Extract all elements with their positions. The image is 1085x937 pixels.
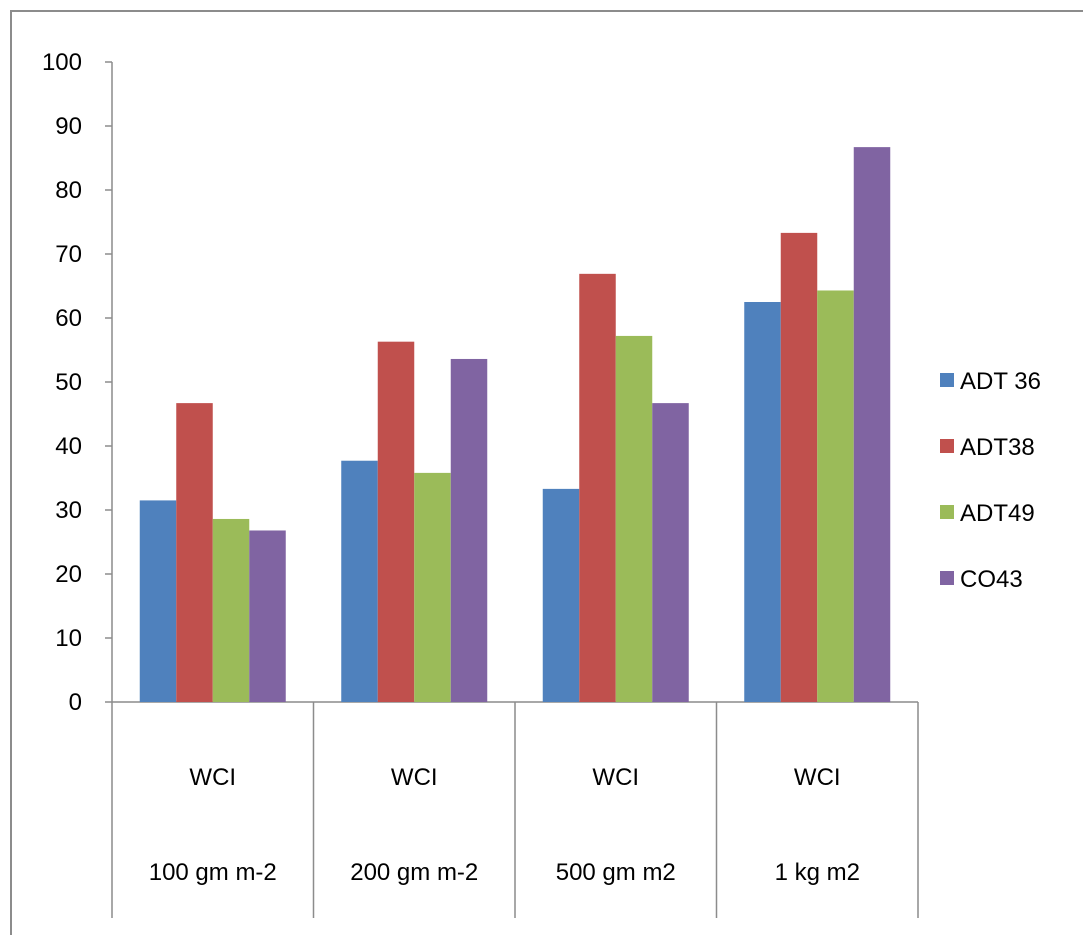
category-label-top: WCI bbox=[189, 764, 236, 791]
legend-label: ADT 36 bbox=[960, 368, 1041, 395]
legend-label: ADT38 bbox=[960, 434, 1035, 461]
bar-adt49 bbox=[817, 290, 854, 702]
category-labels: WCI 100 gm m-2 WCI 200 gm m-2 WCI 500 gm m2 WC… bbox=[149, 764, 860, 886]
bar-co43 bbox=[249, 530, 286, 702]
y-tick-label: 30 bbox=[55, 497, 82, 524]
bar-adt-36 bbox=[542, 488, 580, 702]
bar-adt38 bbox=[176, 403, 213, 702]
y-tick-label: 50 bbox=[55, 369, 82, 396]
bar-adt38 bbox=[780, 232, 818, 702]
category-label-top: WCI bbox=[391, 764, 438, 791]
legend-swatch bbox=[940, 571, 954, 585]
y-tick-label: 60 bbox=[55, 305, 82, 332]
legend: ADT 36 ADT38 ADT49 CO43 bbox=[940, 368, 1041, 593]
y-tick-label: 20 bbox=[55, 561, 82, 588]
y-tick-label: 70 bbox=[55, 241, 82, 268]
y-tick-label: 40 bbox=[55, 433, 82, 460]
legend-swatch bbox=[940, 505, 954, 519]
category-label-top: WCI bbox=[592, 764, 639, 791]
y-tick-label: 80 bbox=[55, 177, 82, 204]
bars bbox=[139, 147, 891, 702]
category-label-bottom: 100 gm m-2 bbox=[149, 859, 277, 886]
category-label-bottom: 1 kg m2 bbox=[775, 859, 860, 886]
y-tick-label: 90 bbox=[55, 113, 82, 140]
bar-adt49 bbox=[414, 472, 451, 702]
legend-label: CO43 bbox=[960, 566, 1023, 593]
bar-adt-36 bbox=[744, 302, 781, 702]
bar-adt38 bbox=[377, 341, 415, 702]
bar-adt49 bbox=[615, 335, 653, 702]
y-tick-label: 10 bbox=[55, 625, 82, 652]
bar-adt49 bbox=[212, 518, 250, 702]
bar-adt38 bbox=[579, 273, 616, 702]
bar-adt-36 bbox=[139, 500, 177, 702]
y-tick-label: 0 bbox=[69, 689, 82, 716]
y-tick-label: 100 bbox=[42, 49, 82, 76]
bar-co43 bbox=[853, 147, 891, 702]
legend-swatch bbox=[940, 439, 954, 453]
bar-co43 bbox=[450, 358, 488, 702]
category-label-top: WCI bbox=[794, 764, 841, 791]
y-axis-ticks: 0 10 20 30 40 50 60 70 80 90 100 bbox=[42, 49, 112, 716]
category-label-bottom: 500 gm m2 bbox=[556, 859, 676, 886]
bar-adt-36 bbox=[341, 460, 378, 702]
category-label-bottom: 200 gm m-2 bbox=[350, 859, 478, 886]
legend-label: ADT49 bbox=[960, 500, 1035, 527]
bar-co43 bbox=[652, 403, 689, 702]
legend-swatch bbox=[940, 373, 954, 387]
